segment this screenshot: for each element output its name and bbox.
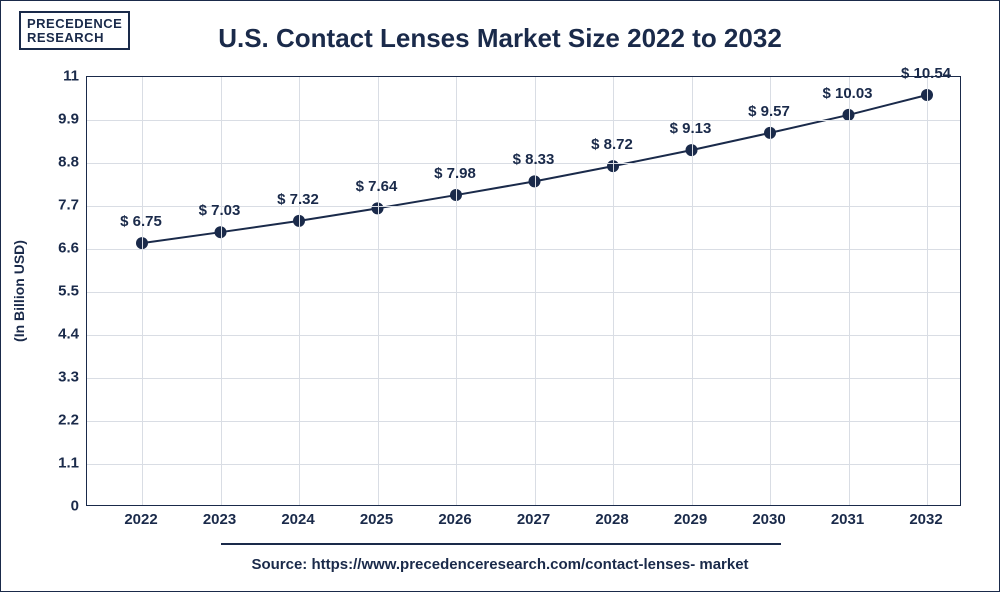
data-label: $ 8.72: [591, 136, 633, 153]
data-label: $ 10.54: [901, 65, 951, 82]
y-tick-label: 9.9: [1, 111, 79, 128]
x-tick-label: 2023: [203, 511, 236, 528]
x-tick-label: 2026: [438, 511, 471, 528]
gridline-vertical: [849, 77, 850, 505]
data-label: $ 9.57: [748, 103, 790, 120]
x-tick-label: 2032: [909, 511, 942, 528]
data-label: $ 7.03: [199, 202, 241, 219]
gridline-horizontal: [87, 378, 960, 379]
x-tick-label: 2022: [124, 511, 157, 528]
y-tick-label: 2.2: [1, 412, 79, 429]
gridline-horizontal: [87, 464, 960, 465]
y-tick-label: 0: [1, 498, 79, 515]
gridline-vertical: [535, 77, 536, 505]
gridline-horizontal: [87, 421, 960, 422]
chart-title: U.S. Contact Lenses Market Size 2022 to …: [1, 23, 999, 54]
gridline-horizontal: [87, 249, 960, 250]
x-tick-label: 2031: [831, 511, 864, 528]
x-tick-label: 2030: [752, 511, 785, 528]
gridline-vertical: [927, 77, 928, 505]
y-tick-label: 11: [1, 68, 79, 85]
x-tick-label: 2028: [595, 511, 628, 528]
source-text: Source: https://www.precedenceresearch.c…: [1, 556, 999, 573]
gridline-horizontal: [87, 335, 960, 336]
y-tick-label: 5.5: [1, 283, 79, 300]
x-tick-label: 2025: [360, 511, 393, 528]
x-tick-label: 2027: [517, 511, 550, 528]
y-tick-label: 1.1: [1, 455, 79, 472]
data-label: $ 7.98: [434, 165, 476, 182]
data-label: $ 10.03: [822, 85, 872, 102]
y-tick-label: 6.6: [1, 240, 79, 257]
y-tick-label: 3.3: [1, 369, 79, 386]
data-label: $ 8.33: [513, 151, 555, 168]
gridline-vertical: [142, 77, 143, 505]
plot-area: [86, 76, 961, 506]
gridline-vertical: [456, 77, 457, 505]
gridline-horizontal: [87, 292, 960, 293]
data-label: $ 7.64: [356, 178, 398, 195]
gridline-vertical: [692, 77, 693, 505]
gridline-vertical: [221, 77, 222, 505]
y-tick-label: 4.4: [1, 326, 79, 343]
line-chart-svg: [87, 77, 960, 505]
y-tick-label: 8.8: [1, 154, 79, 171]
data-label: $ 9.13: [670, 120, 712, 137]
chart-container: PRECEDENCE RESEARCH U.S. Contact Lenses …: [0, 0, 1000, 592]
gridline-horizontal: [87, 120, 960, 121]
x-tick-label: 2024: [281, 511, 314, 528]
x-tick-label: 2029: [674, 511, 707, 528]
source-divider: [221, 543, 781, 545]
gridline-vertical: [299, 77, 300, 505]
data-label: $ 7.32: [277, 191, 319, 208]
y-tick-label: 7.7: [1, 197, 79, 214]
data-label: $ 6.75: [120, 213, 162, 230]
gridline-vertical: [770, 77, 771, 505]
gridline-vertical: [378, 77, 379, 505]
